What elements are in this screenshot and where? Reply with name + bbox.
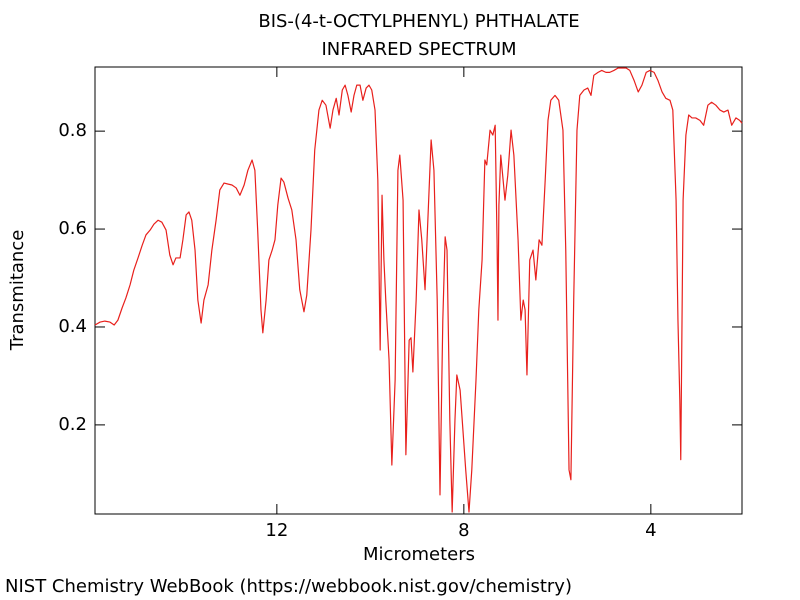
x-tick-label: 8 [458, 520, 469, 541]
chart-title: BIS-(4-t-OCTYLPHENYL) PHTHALATE [258, 11, 579, 32]
chart-subtitle: INFRARED SPECTRUM [321, 39, 516, 60]
plot-frame [94, 66, 743, 515]
y-tick-label: 0.8 [58, 120, 87, 141]
source-note: NIST Chemistry WebBook (https://webbook.… [5, 576, 572, 597]
x-tick-label: 4 [645, 520, 656, 541]
spectrum-line [94, 67, 743, 513]
y-tick-label: 0.6 [58, 218, 87, 239]
x-tick-label: 12 [265, 520, 288, 541]
y-axis-label: Transmitance [7, 230, 28, 352]
y-tick-label: 0.2 [58, 414, 87, 435]
x-axis-label: Micrometers [363, 544, 475, 565]
y-tick-label: 0.4 [58, 316, 87, 337]
